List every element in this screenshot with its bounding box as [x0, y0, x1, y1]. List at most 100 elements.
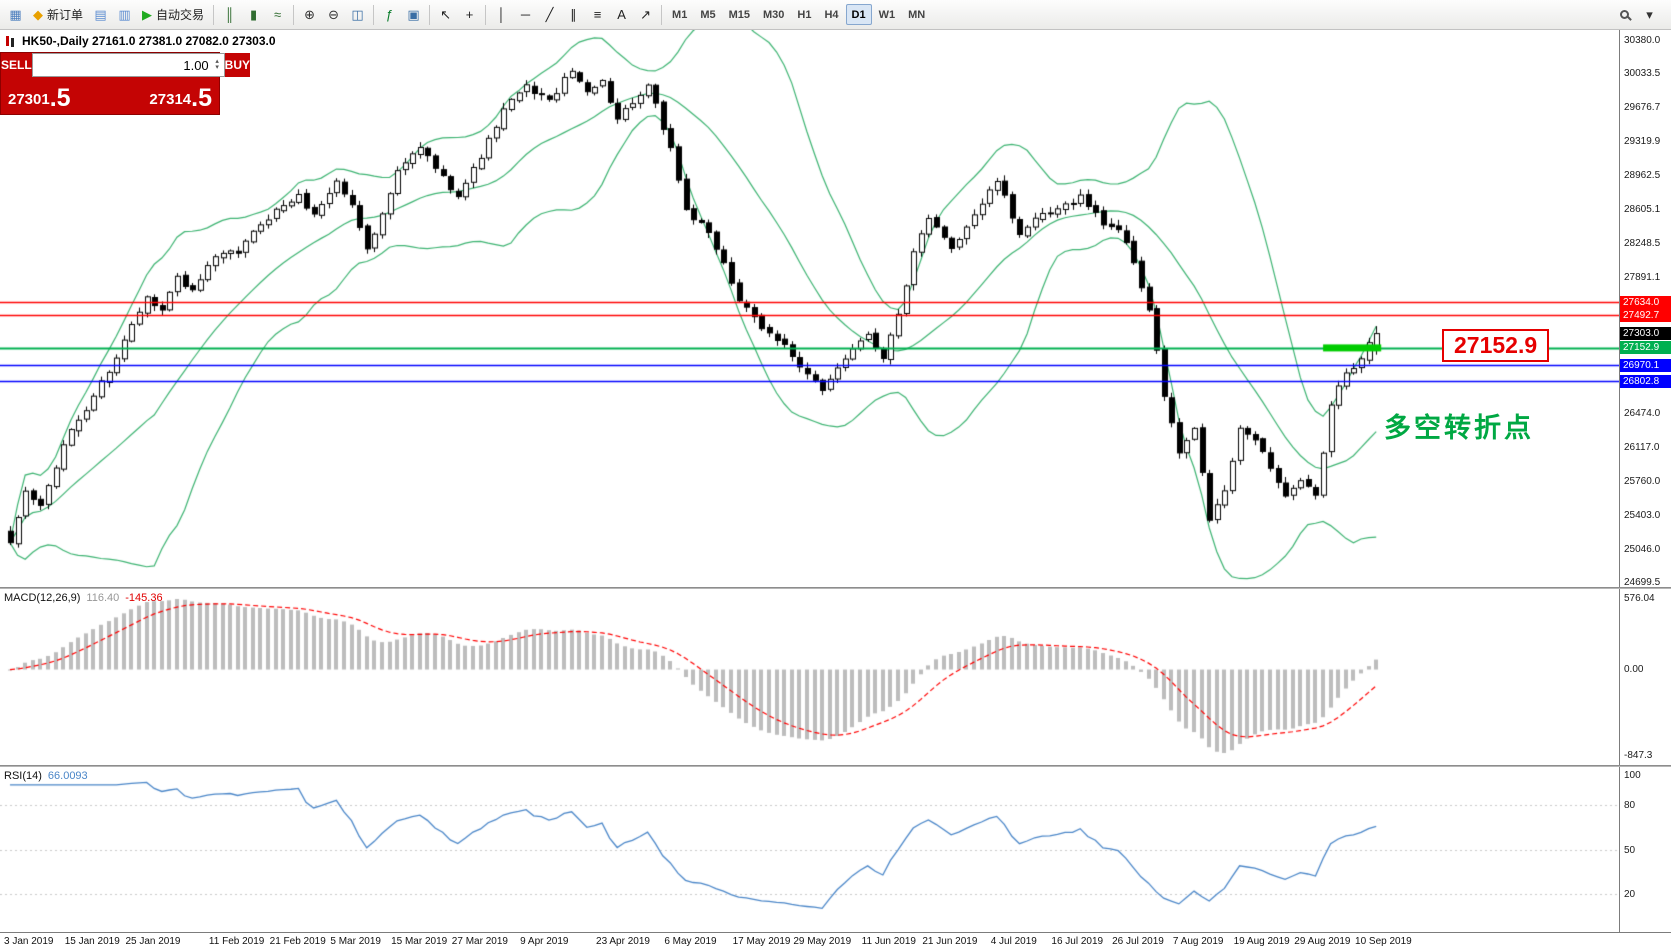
trendline-icon[interactable]: ╱	[538, 3, 561, 26]
app-icon[interactable]: ▦	[4, 3, 27, 26]
date-label: 25 Jan 2019	[125, 936, 181, 947]
macd-axis[interactable]: 576.04 0.00 -847.3	[1619, 589, 1671, 765]
buy-button[interactable]: BUY	[224, 53, 251, 77]
buy-price-main: 27314	[149, 91, 192, 108]
price-tick: 29319.9	[1624, 136, 1661, 148]
zoom-in-icon: ⊕	[304, 6, 315, 22]
new-order-button[interactable]: ◆ 新订单	[28, 3, 88, 26]
chart-title-text: HK50-,Daily 27161.0 27381.0 27082.0 2730…	[22, 34, 276, 48]
profile-icon[interactable]: ▥	[113, 3, 136, 26]
price-marker-label: 26970.1	[1620, 358, 1671, 372]
fibonacci-icon: ≡	[593, 7, 602, 22]
macd-scale-min: -847.3	[1624, 750, 1653, 761]
date-label: 21 Jun 2019	[922, 936, 978, 947]
bar-chart-icon[interactable]: ║	[218, 3, 241, 26]
crosshair-icon: +	[465, 7, 474, 22]
date-label: 29 Aug 2019	[1294, 936, 1351, 947]
date-label: 11 Feb 2019	[208, 936, 265, 947]
price-tick: 30380.0	[1624, 35, 1661, 47]
timeframe-m1[interactable]: M1	[672, 8, 688, 21]
candlestick-icon: ▮	[249, 6, 258, 22]
zoom-out-icon[interactable]: ⊖	[322, 3, 345, 26]
price-tick: 24699.5	[1624, 576, 1661, 587]
timeframe-mn[interactable]: MN	[908, 8, 926, 21]
volume-down-button[interactable]: ▾	[215, 64, 219, 71]
line-chart-icon[interactable]: ≈	[266, 3, 289, 26]
rsi-scale-label: 20	[1624, 889, 1636, 901]
timeframe-m30[interactable]: M30	[763, 8, 785, 21]
timeframe-m5[interactable]: M5	[700, 8, 716, 21]
price-axis[interactable]: 30380.0 30033.5 29676.7 29319.9 28962.5 28605…	[1619, 30, 1671, 587]
sell-button[interactable]: SELL	[1, 53, 32, 77]
objects-list-icon: ▣	[407, 6, 420, 22]
rsi-value: 66.0093	[47, 770, 88, 782]
timeframe-h4[interactable]: H4	[824, 8, 839, 21]
horizontal-line-icon[interactable]: ─	[514, 3, 537, 26]
zoom-in-icon[interactable]: ⊕	[298, 3, 321, 26]
toolbar-separator	[661, 4, 663, 25]
rsi-canvas[interactable]	[0, 767, 1619, 932]
macd-canvas[interactable]	[0, 589, 1619, 765]
vertical-line-icon: │	[497, 7, 506, 22]
panel-separator[interactable]	[0, 765, 1671, 767]
toolbar: ▦ ◆ 新订单 ▤ ▥ ▶ 自动交易 ║ ▮ ≈ ⊕ ⊖ ◫ ƒ ▣ ↖ + │ ─ ╱ ∥ ≡ A ↗ M1 M5 M15 M30…	[0, 0, 1671, 30]
more-icon[interactable]: ▾	[1638, 3, 1661, 26]
date-label: 11 Jun 2019	[861, 936, 916, 947]
indicators-icon[interactable]: ƒ	[378, 3, 401, 26]
search-icon[interactable]	[1613, 3, 1636, 26]
text-icon[interactable]: A	[610, 3, 633, 26]
timeframe-d1[interactable]: D1	[845, 4, 872, 25]
timeframe-m15[interactable]: M15	[728, 8, 750, 21]
price-callout[interactable]: 27152.9	[1442, 328, 1550, 362]
objects-list-icon[interactable]: ▣	[402, 3, 425, 26]
timeframe-h1[interactable]: H1	[797, 8, 812, 21]
date-label: 29 May 2019	[793, 936, 852, 947]
price-tick: 29676.7	[1624, 102, 1661, 114]
panel-separator[interactable]	[0, 587, 1671, 589]
rsi-panel: 100 80 50 20 RSI(14) 66.0093	[0, 767, 1671, 932]
fibonacci-icon[interactable]: ≡	[586, 3, 609, 26]
rsi-axis[interactable]: 100 80 50 20	[1619, 767, 1671, 932]
crosshair-icon[interactable]: +	[458, 3, 481, 26]
price-tick: 30033.5	[1624, 68, 1661, 80]
vertical-line-icon[interactable]: │	[490, 3, 513, 26]
date-label: 17 May 2019	[732, 936, 791, 947]
date-label: 27 Mar 2019	[451, 936, 508, 947]
price-tick: 28248.5	[1624, 238, 1661, 250]
arrows-icon: ↗	[640, 6, 651, 22]
tile-windows-icon[interactable]: ◫	[346, 3, 369, 26]
date-label: 19 Aug 2019	[1233, 936, 1290, 947]
cursor-icon[interactable]: ↖	[434, 3, 457, 26]
price-marker-label: 27634.0	[1620, 295, 1671, 309]
horizontal-line-icon: ─	[520, 7, 531, 22]
price-tick: 27891.1	[1624, 272, 1661, 284]
price-marker-label: 27152.9	[1620, 341, 1671, 355]
bull-bear-annotation[interactable]: 多空转折点	[1384, 412, 1534, 443]
price-tick: 25046.0	[1624, 543, 1661, 555]
search-icon	[1620, 10, 1629, 19]
date-label: 9 Apr 2019	[520, 936, 569, 947]
channel-icon[interactable]: ∥	[562, 3, 585, 26]
new-order-icon: ◆	[33, 6, 43, 22]
arrows-icon[interactable]: ↗	[634, 3, 657, 26]
price-chart-canvas[interactable]	[0, 30, 1619, 587]
date-label: 21 Feb 2019	[269, 936, 326, 947]
candlestick-icon[interactable]: ▮	[242, 3, 265, 26]
date-axis[interactable]: 3 Jan 2019 15 Jan 2019 25 Jan 2019 11 Feb 2…	[0, 932, 1671, 951]
price-tick: 26474.0	[1624, 407, 1661, 419]
volume-up-button[interactable]: ▴	[215, 58, 219, 65]
sell-price-frac: .5	[49, 84, 71, 112]
price-tick: 26117.0	[1624, 441, 1660, 453]
price-tick: 25403.0	[1624, 509, 1661, 521]
rsi-scale-label: 50	[1624, 844, 1636, 856]
date-label: 23 Apr 2019	[596, 936, 650, 947]
trendline-icon: ╱	[545, 6, 554, 22]
date-label: 3 Jan 2019	[4, 936, 54, 947]
volume-input[interactable]	[32, 57, 211, 73]
channel-icon: ∥	[570, 6, 577, 22]
auto-trading-button[interactable]: ▶ 自动交易	[137, 3, 209, 26]
chart-window-icon[interactable]: ▤	[89, 3, 112, 26]
one-click-trade-panel: SELL ▴ ▾ BUY 27301.5 27314.5	[0, 52, 251, 115]
timeframe-w1[interactable]: W1	[878, 8, 896, 21]
